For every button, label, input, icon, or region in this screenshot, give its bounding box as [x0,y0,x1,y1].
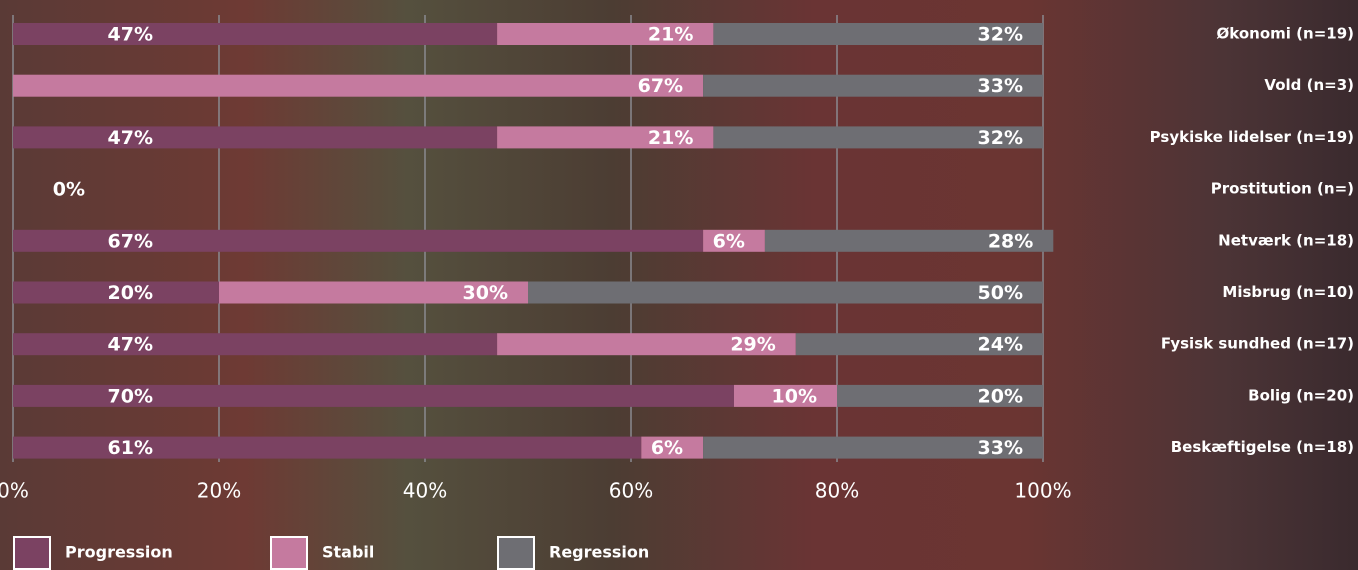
value-label: 30% [463,282,508,304]
x-tick-label: 80% [815,479,859,503]
value-label: 6% [651,437,683,459]
category-label: Bolig (n=20) [1248,386,1354,404]
legend-label: Progression [65,543,173,562]
x-tick-label: 100% [1014,479,1071,503]
bar-segment [13,281,219,304]
category-label: Økonomi (n=19) [1217,25,1354,43]
bar-segment [497,126,714,149]
bar-segment [13,333,498,356]
bar-segment [13,229,704,252]
x-tick-label: 60% [609,479,653,503]
value-label: 50% [978,282,1023,304]
value-label: 10% [772,385,817,407]
bar-segment [641,436,704,459]
value-label: 47% [108,24,153,46]
category-label: Prostitution (n=) [1211,180,1354,198]
value-label: 24% [978,334,1023,356]
bar-segment [13,436,642,459]
bar-segment [528,281,1043,304]
value-label: 67% [638,75,683,97]
value-label: 32% [978,24,1023,46]
value-label: 21% [648,24,693,46]
bar-segment [13,384,734,407]
bar-segment [219,281,528,304]
value-label: 20% [108,282,153,304]
value-label: 33% [978,75,1023,97]
legend-swatch [13,536,51,570]
category-label: Psykiske lidelser (n=19) [1150,128,1354,146]
x-tick-label: 20% [197,479,241,503]
x-tick-label: 0% [0,479,29,503]
legend-swatch [270,536,308,570]
value-label: 67% [108,230,153,252]
bar-segment [13,74,704,97]
bar-segment [703,229,765,252]
legend-swatch [497,536,535,570]
value-label: 32% [978,127,1023,149]
category-label: Beskæftigelse (n=18) [1171,438,1354,456]
value-label: 47% [108,334,153,356]
category-label: Netværk (n=18) [1218,231,1354,249]
bar-segment [764,229,1054,252]
x-tick-label: 40% [403,479,447,503]
bar-segment [795,333,1043,356]
bar-segment [497,23,714,45]
legend-label: Regression [549,543,649,562]
value-label: 0% [53,179,85,201]
bar-segment [13,23,498,45]
value-label: 6% [713,230,745,252]
bar-segment [713,23,1043,45]
value-label: 20% [978,385,1023,407]
bar-segment [713,126,1043,149]
bar-segment [837,384,1043,407]
category-label: Vold (n=3) [1264,76,1354,94]
value-label: 61% [108,437,153,459]
value-label: 21% [648,127,693,149]
value-label: 33% [978,437,1023,459]
bar-segment [497,333,796,356]
bar-segment [13,126,498,149]
bar-segment [734,384,837,407]
category-label: Fysisk sundhed (n=17) [1161,335,1354,353]
value-label: 47% [108,127,153,149]
value-label: 29% [730,334,775,356]
category-label: Misbrug (n=10) [1222,283,1354,301]
bar-segment [703,436,1043,459]
value-label: 70% [108,385,153,407]
bar-segment [703,74,1043,97]
value-label: 28% [988,230,1033,252]
legend-label: Stabil [322,543,374,562]
